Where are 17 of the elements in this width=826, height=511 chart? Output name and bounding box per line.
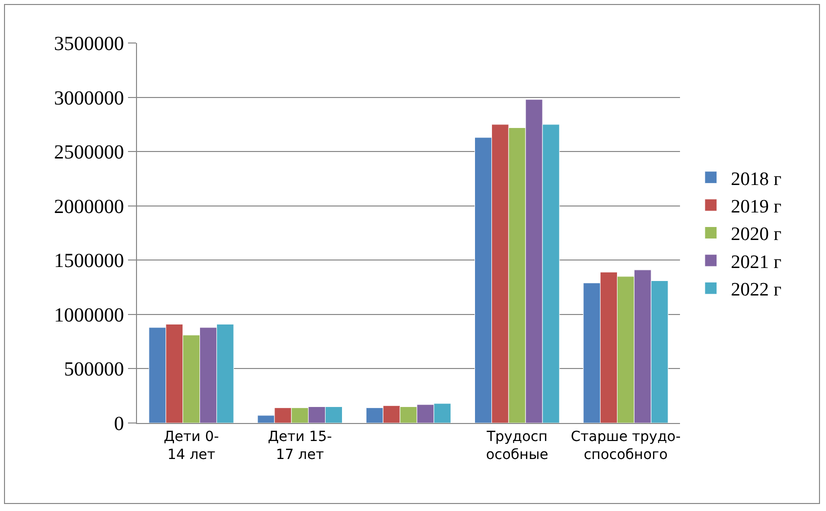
y-tick-label: 3500000 <box>54 33 124 55</box>
x-tick-label: Старше трудо- способного <box>570 428 681 463</box>
legend-label: 2020 г <box>730 224 782 246</box>
y-tick-label: 3000000 <box>54 87 124 110</box>
x-tick-label: Дети 0- 14 лет <box>164 428 219 463</box>
y-tick-label: 1500000 <box>54 250 124 272</box>
legend-label: 2019 г <box>730 196 782 218</box>
legend-label: 2021 г <box>730 252 782 273</box>
y-tick-label: 1000000 <box>54 304 124 326</box>
y-tick-label: 2500000 <box>54 142 124 164</box>
y-tick-label: 2000000 <box>54 196 124 218</box>
legend-label: 2018 г <box>730 168 782 190</box>
legend-label: 2022 г <box>730 280 782 301</box>
x-tick-label: Трудосп особные <box>486 428 548 463</box>
x-tick-label: Дети 15- 17 лет <box>268 428 332 463</box>
y-tick-label: 0 <box>114 413 124 435</box>
y-tick-label: 500000 <box>64 358 124 381</box>
